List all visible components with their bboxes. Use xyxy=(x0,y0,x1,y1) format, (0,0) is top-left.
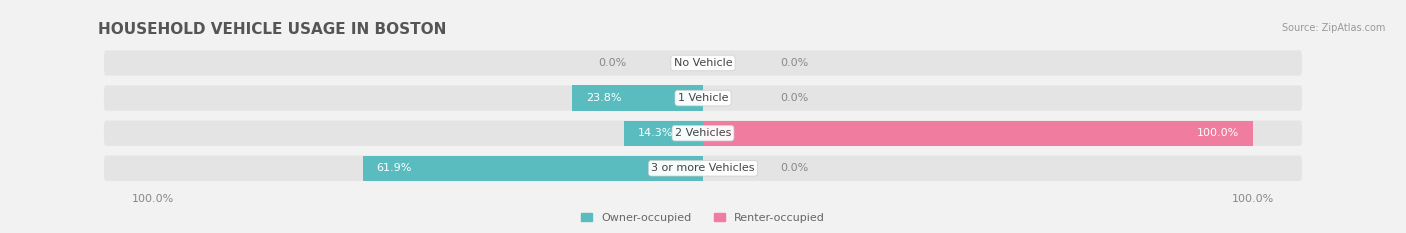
Text: Source: ZipAtlas.com: Source: ZipAtlas.com xyxy=(1281,23,1385,33)
Text: 14.3%: 14.3% xyxy=(638,128,673,138)
Bar xyxy=(363,156,703,181)
Bar xyxy=(624,120,703,146)
Text: 1 Vehicle: 1 Vehicle xyxy=(678,93,728,103)
Text: 0.0%: 0.0% xyxy=(780,163,808,173)
Text: 100.0%: 100.0% xyxy=(1197,128,1239,138)
FancyBboxPatch shape xyxy=(104,50,1302,76)
Text: No Vehicle: No Vehicle xyxy=(673,58,733,68)
Legend: Owner-occupied, Renter-occupied: Owner-occupied, Renter-occupied xyxy=(576,208,830,227)
Text: 0.0%: 0.0% xyxy=(598,58,626,68)
FancyBboxPatch shape xyxy=(104,156,1302,181)
Text: HOUSEHOLD VEHICLE USAGE IN BOSTON: HOUSEHOLD VEHICLE USAGE IN BOSTON xyxy=(98,22,447,37)
Bar xyxy=(572,86,703,111)
FancyBboxPatch shape xyxy=(104,86,1302,111)
Bar xyxy=(703,120,1253,146)
FancyBboxPatch shape xyxy=(104,120,1302,146)
Text: 0.0%: 0.0% xyxy=(780,93,808,103)
Text: 61.9%: 61.9% xyxy=(377,163,412,173)
Text: 3 or more Vehicles: 3 or more Vehicles xyxy=(651,163,755,173)
Text: 23.8%: 23.8% xyxy=(586,93,621,103)
Text: 0.0%: 0.0% xyxy=(780,58,808,68)
Text: 2 Vehicles: 2 Vehicles xyxy=(675,128,731,138)
